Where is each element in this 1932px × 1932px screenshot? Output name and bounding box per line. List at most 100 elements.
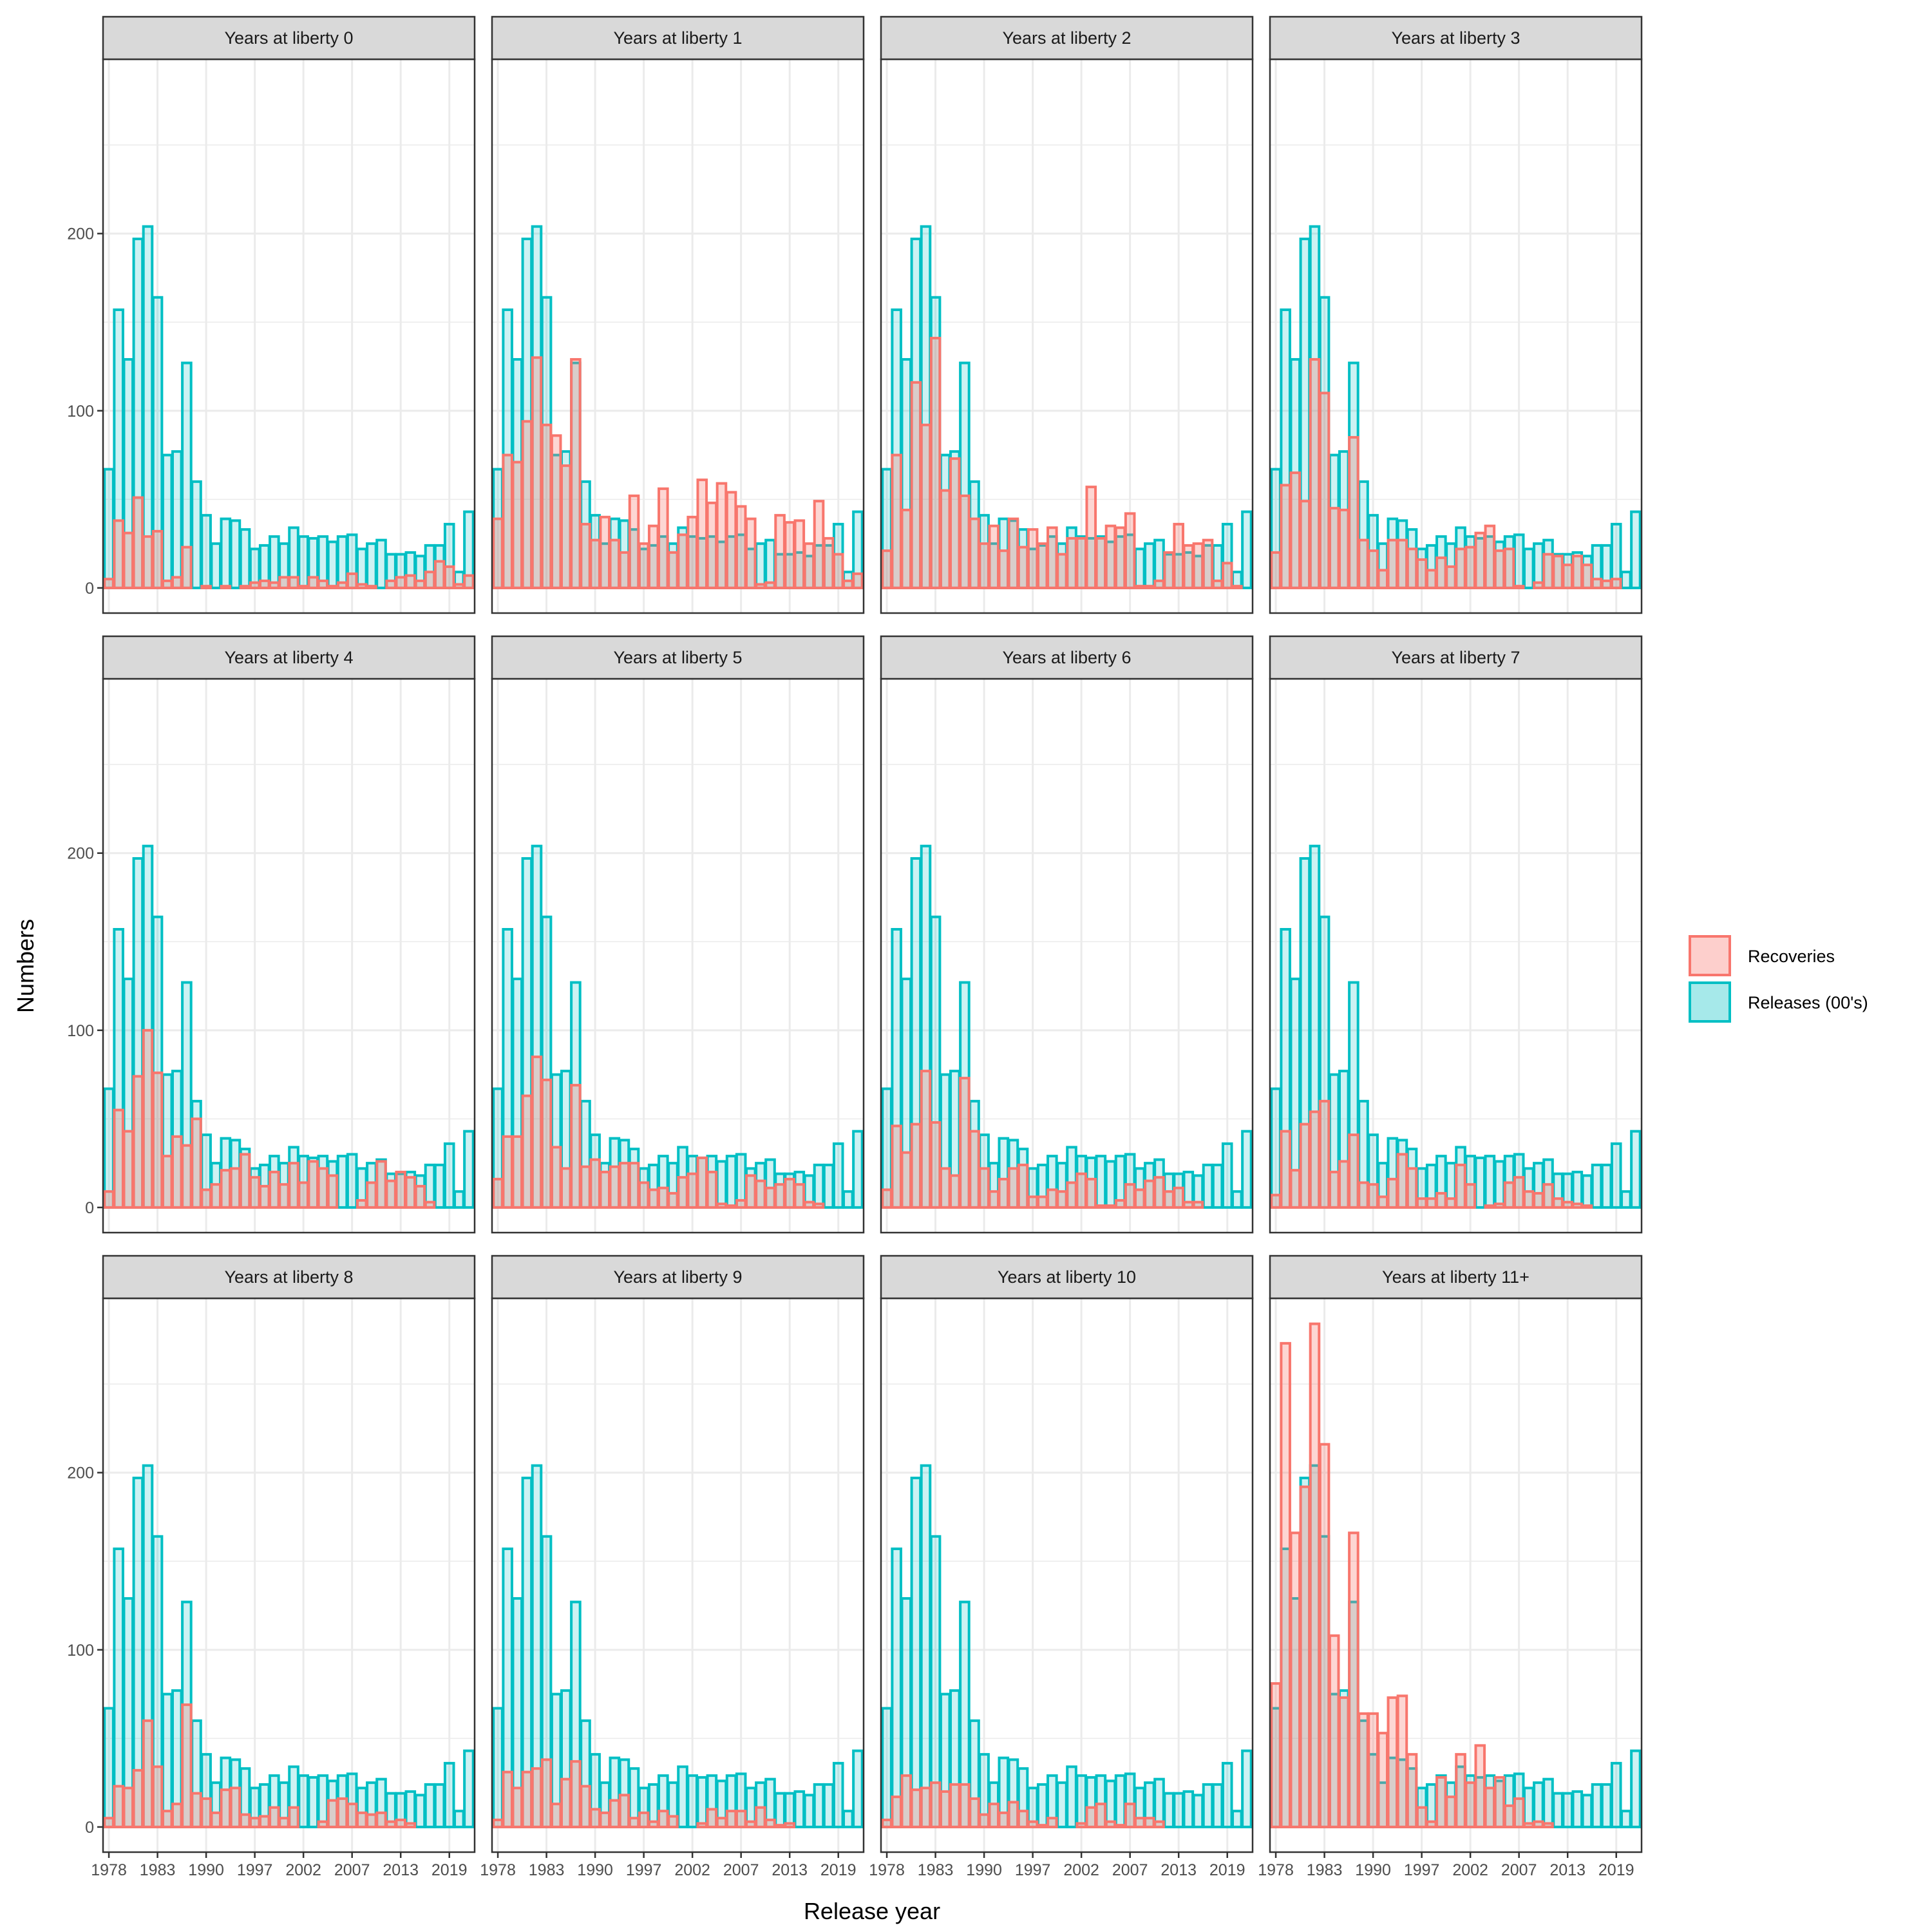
bar-releases bbox=[336, 535, 348, 589]
bar-recoveries bbox=[832, 553, 844, 589]
bar-recoveries bbox=[122, 1786, 135, 1828]
panel-liberty-1: Years at liberty 1 bbox=[491, 15, 865, 614]
bar-recoveries bbox=[1027, 528, 1039, 589]
legend-key-releases bbox=[1689, 981, 1731, 1023]
bar-recoveries bbox=[706, 501, 718, 589]
bar-recoveries bbox=[1202, 538, 1214, 589]
facet-strip-label: Years at liberty 6 bbox=[1002, 648, 1131, 667]
bar-recoveries bbox=[1396, 1153, 1408, 1209]
bar-recoveries bbox=[1533, 1191, 1544, 1209]
bar-recoveries bbox=[171, 1135, 183, 1209]
bar-recoveries bbox=[1046, 526, 1058, 589]
bar-recoveries bbox=[1075, 536, 1087, 589]
bar-recoveries bbox=[696, 478, 708, 589]
x-tick-label: 1997 bbox=[626, 1861, 662, 1879]
bar-recoveries bbox=[715, 1202, 728, 1209]
bar-recoveries bbox=[920, 1786, 932, 1828]
bar-releases bbox=[1104, 1779, 1117, 1828]
x-tick-label: 2019 bbox=[1209, 1861, 1245, 1879]
bar-recoveries bbox=[891, 1795, 902, 1828]
bar-releases bbox=[414, 1794, 426, 1828]
bar-releases bbox=[1241, 1749, 1253, 1828]
bar-recoveries bbox=[151, 1071, 164, 1209]
bar-recoveries bbox=[667, 1191, 679, 1209]
facet-strip-label: Years at liberty 8 bbox=[224, 1267, 353, 1287]
bar-releases bbox=[103, 1087, 115, 1209]
facet-strip bbox=[1269, 15, 1643, 61]
bar-releases bbox=[1221, 1761, 1233, 1828]
bar-recoveries bbox=[1114, 1824, 1126, 1828]
bar-releases bbox=[852, 1130, 864, 1209]
y-axis-title: Numbers bbox=[12, 919, 39, 1013]
bar-recoveries bbox=[1299, 1122, 1311, 1209]
bar-recoveries bbox=[375, 1160, 387, 1209]
panel-background bbox=[103, 679, 475, 1233]
bar-recoveries bbox=[1328, 1170, 1340, 1209]
bar-recoveries bbox=[929, 1121, 942, 1209]
bar-recoveries bbox=[346, 1803, 358, 1828]
x-tick-label: 1978 bbox=[480, 1861, 516, 1879]
bar-releases bbox=[1075, 1774, 1087, 1828]
bar-recoveries bbox=[755, 1179, 766, 1209]
facet-strip bbox=[880, 15, 1254, 61]
bar-recoveries bbox=[317, 1820, 329, 1828]
x-tick-label: 1983 bbox=[529, 1861, 565, 1879]
bar-recoveries bbox=[667, 1815, 679, 1828]
bar-recoveries bbox=[200, 1797, 212, 1828]
bar-recoveries bbox=[191, 1117, 202, 1209]
bar-recoveries bbox=[1493, 1776, 1506, 1828]
bar-recoveries bbox=[1192, 542, 1204, 589]
bar-releases bbox=[1533, 1781, 1544, 1828]
y-tick-label: 100 bbox=[67, 402, 94, 421]
bar-releases bbox=[755, 542, 766, 589]
bar-recoveries bbox=[687, 515, 698, 589]
bar-releases bbox=[1211, 1783, 1224, 1828]
bar-recoveries bbox=[142, 1028, 154, 1209]
bar-releases bbox=[1144, 542, 1155, 589]
bar-releases bbox=[1221, 1142, 1233, 1209]
panel-liberty-4: Years at liberty 4 0 100 200 bbox=[67, 635, 476, 1234]
bar-releases bbox=[443, 1761, 455, 1828]
bar-releases bbox=[1104, 1160, 1117, 1209]
bar-recoveries bbox=[366, 585, 377, 589]
bar-recoveries bbox=[298, 1181, 309, 1209]
x-tick-label: 2002 bbox=[285, 1861, 321, 1879]
bar-recoveries bbox=[1338, 508, 1350, 589]
bar-recoveries bbox=[589, 1158, 601, 1209]
bar-recoveries bbox=[881, 1818, 893, 1828]
x-tick-label: 1983 bbox=[918, 1861, 954, 1879]
legend-key-recoveries bbox=[1689, 935, 1731, 976]
bar-recoveries bbox=[1328, 1634, 1340, 1828]
bar-recoveries bbox=[1338, 1696, 1350, 1828]
bar-recoveries bbox=[1280, 1130, 1291, 1209]
bar-recoveries bbox=[132, 1075, 144, 1209]
bar-recoveries bbox=[978, 1167, 990, 1209]
bar-recoveries bbox=[171, 1803, 183, 1828]
bar-recoveries bbox=[1318, 392, 1331, 589]
bar-recoveries bbox=[1007, 1167, 1019, 1209]
bar-recoveries bbox=[375, 1811, 387, 1828]
bar-recoveries bbox=[1522, 1190, 1535, 1209]
bar-recoveries bbox=[1416, 1806, 1428, 1828]
bar-recoveries bbox=[959, 1077, 971, 1209]
bar-releases bbox=[1620, 571, 1632, 589]
bar-recoveries bbox=[307, 1160, 319, 1209]
bar-recoveries bbox=[502, 1135, 513, 1209]
bar-recoveries bbox=[113, 1108, 124, 1209]
panel-background bbox=[492, 679, 864, 1233]
bar-releases bbox=[715, 1160, 728, 1209]
bar-recoveries bbox=[891, 453, 902, 589]
bar-recoveries bbox=[1581, 1204, 1593, 1209]
bar-releases bbox=[1036, 1783, 1048, 1828]
facet-strip bbox=[102, 635, 476, 680]
bar-recoveries bbox=[443, 565, 455, 589]
facet-strip bbox=[880, 635, 1254, 680]
bar-recoveries bbox=[969, 517, 980, 589]
bar-releases bbox=[103, 1707, 115, 1828]
panel-background bbox=[103, 59, 475, 613]
bar-recoveries bbox=[1046, 1817, 1058, 1828]
x-tick-label: 1990 bbox=[577, 1861, 613, 1879]
bar-recoveries bbox=[744, 1174, 757, 1209]
bar-recoveries bbox=[1435, 556, 1447, 589]
bar-recoveries bbox=[1270, 1682, 1282, 1828]
